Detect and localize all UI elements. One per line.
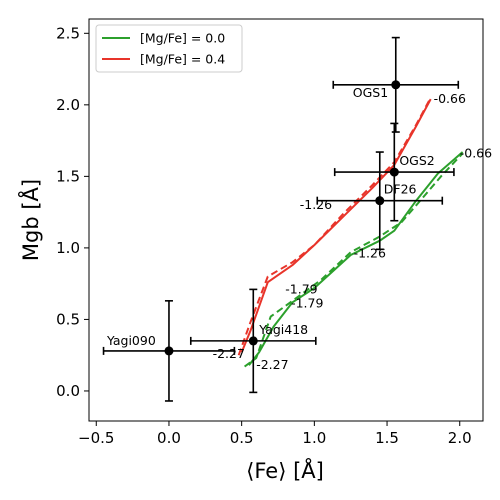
age-annotation: -2.27 (213, 346, 245, 361)
age-annotation: -1.79 (285, 281, 317, 296)
age-annotation: -2.27 (256, 357, 288, 372)
x-tick-label: 0.0 (157, 429, 181, 447)
point-marker (164, 346, 174, 356)
age-annotation: -0.66 (460, 145, 492, 160)
data-point-OGS2: OGS2 (333, 122, 455, 222)
age-annotation: -1.26 (354, 246, 386, 261)
y-tick-label: 2.0 (56, 96, 80, 114)
y-tick-label: 2.5 (56, 24, 80, 42)
legend-label: [Mg/Fe] = 0.4 (140, 52, 225, 67)
age-annotation: -1.26 (300, 197, 332, 212)
point-label: OGS1 (353, 85, 388, 100)
plot-area: Yagi090 Yagi418 DF26 OGS2 OGS1 -2.27 -2.27 -1.7… (102, 36, 492, 402)
x-axis-label: ⟨Fe⟩ [Å] (246, 457, 324, 483)
point-label: Yagi418 (258, 322, 308, 337)
point-marker (248, 336, 258, 346)
point-label: Yagi090 (106, 333, 156, 348)
point-label: OGS2 (399, 153, 434, 168)
point-marker (375, 196, 385, 206)
series-line-1-solid (240, 98, 432, 353)
y-axis-label: Mgb [Å] (17, 179, 43, 261)
data-point-Yagi418: Yagi418 (189, 288, 317, 394)
x-tick-label: 0.5 (230, 429, 254, 447)
y-tick-label: 0.0 (56, 382, 80, 400)
age-annotation: -0.66 (434, 91, 466, 106)
y-tick-label: 0.5 (56, 310, 80, 328)
point-marker (391, 80, 401, 90)
series-line-0-dashed (244, 152, 464, 368)
data-point-Yagi090: Yagi090 (102, 300, 236, 402)
axes: −0.5 0.0 0.5 1.0 1.5 2.0 0.0 0.5 1.0 1.5 2.0 2.5 (56, 18, 484, 447)
data-point-OGS1: OGS1 (332, 36, 460, 133)
series-line-1-dashed (237, 97, 432, 356)
legend-box (95, 24, 243, 73)
point-label: DF26 (384, 182, 417, 197)
x-tick-label: −0.5 (78, 429, 114, 447)
legend: [Mg/Fe] = 0.0 [Mg/Fe] = 0.4 (95, 24, 243, 73)
axes-frame (88, 18, 484, 422)
age-annotation: -1.79 (291, 296, 323, 311)
y-tick-label: 1.0 (56, 239, 80, 257)
x-tick-label: 1.5 (375, 429, 399, 447)
point-marker (389, 167, 399, 177)
series-line-0-solid (248, 151, 464, 366)
data-point-DF26: DF26 (316, 151, 444, 251)
x-tick-label: 1.0 (302, 429, 326, 447)
legend-label: [Mg/Fe] = 0.0 (140, 31, 225, 46)
x-tick-label: 2.0 (448, 429, 472, 447)
y-tick-label: 1.5 (56, 167, 80, 185)
